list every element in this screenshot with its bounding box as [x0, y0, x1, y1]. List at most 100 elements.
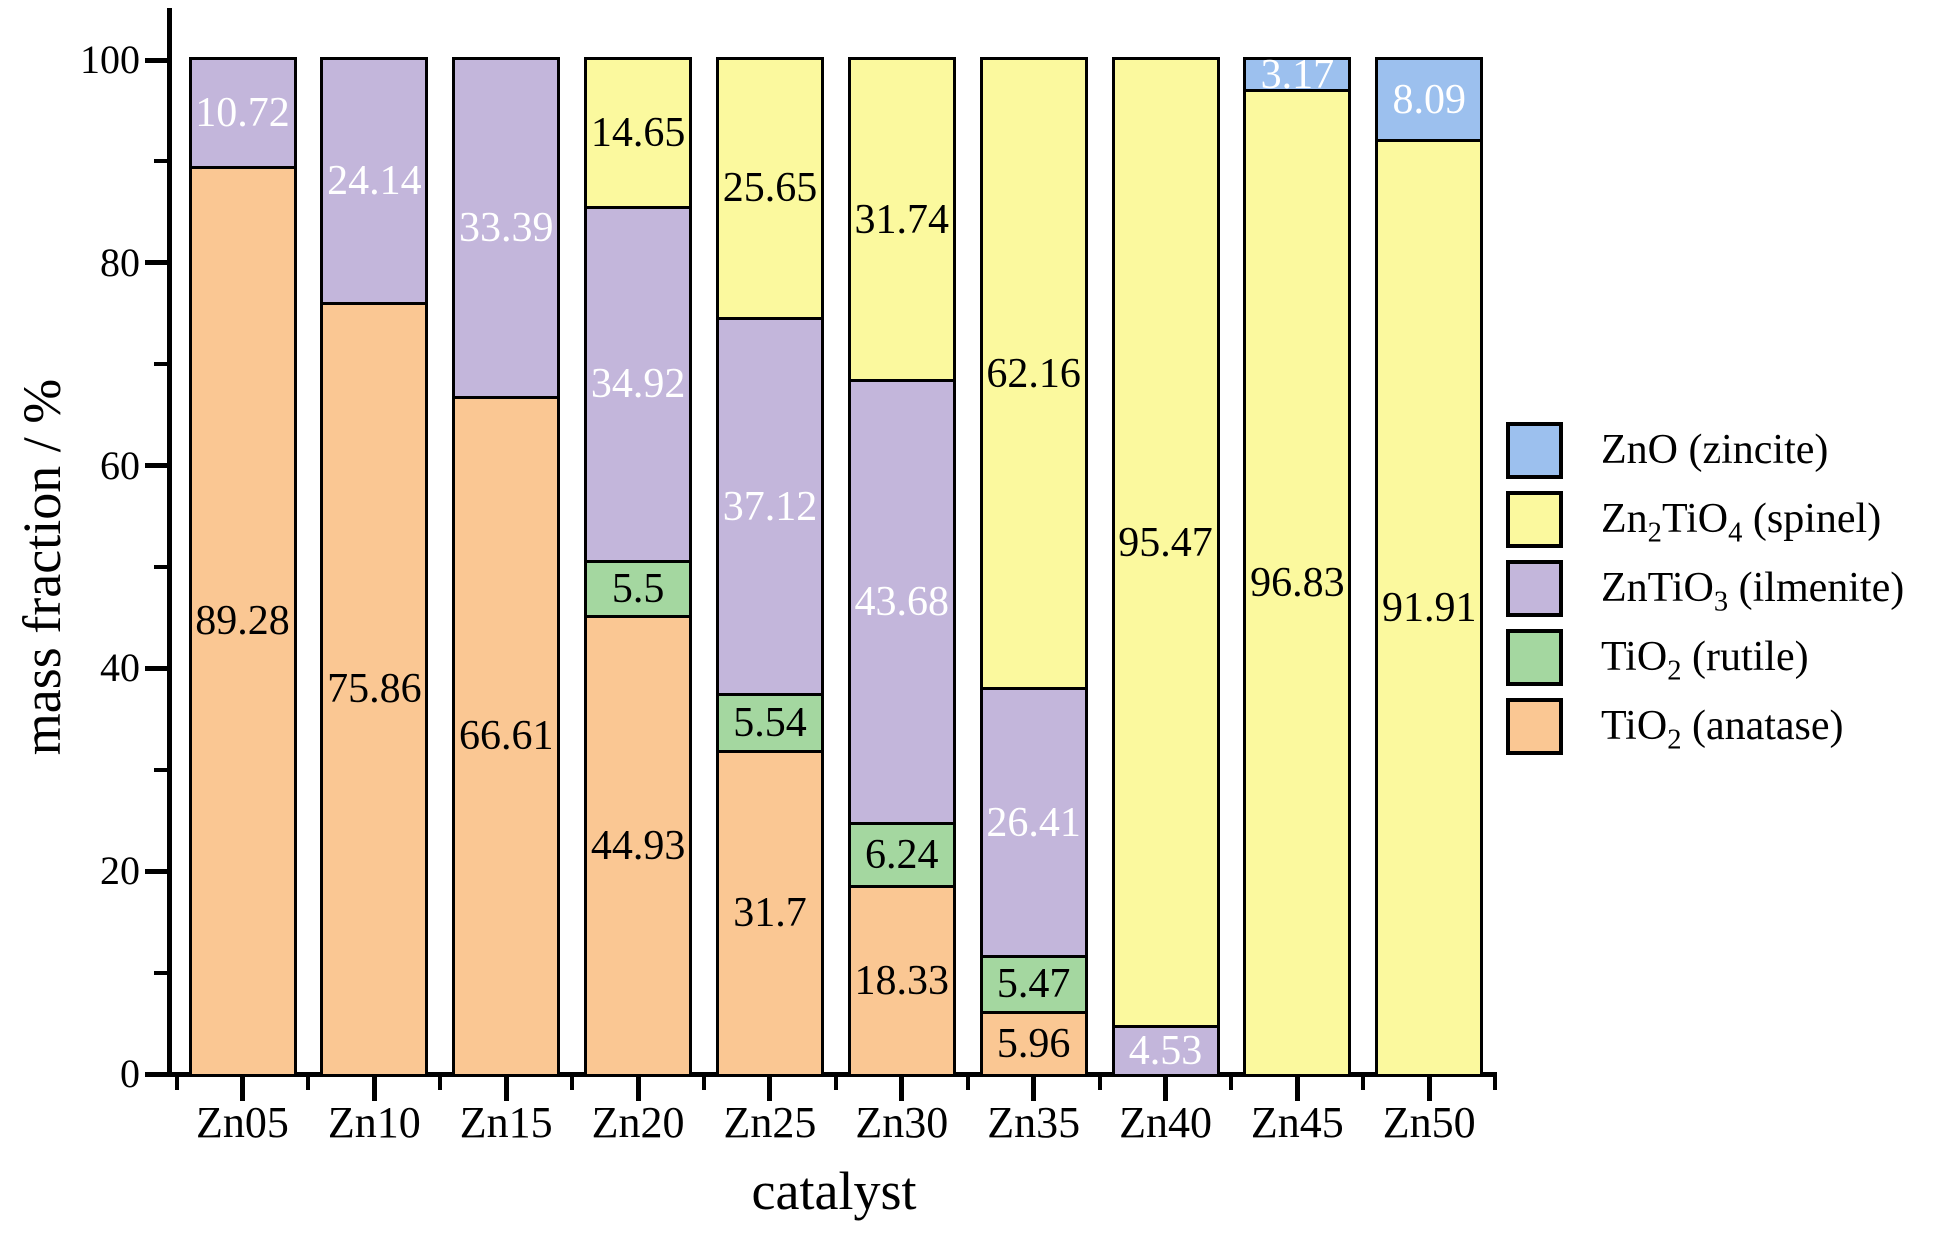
- y-minor-tick: [154, 767, 167, 772]
- bar-value-label: 89.28: [195, 598, 290, 645]
- y-major-tick: [145, 57, 167, 63]
- bar-segment-zn30-spinel: 31.74: [850, 60, 953, 382]
- bar-zn30: 18.33 6.24 43.68 31.74: [847, 57, 956, 1077]
- bar-value-label: 4.53: [1128, 1028, 1203, 1075]
- bar-value-label: 33.39: [458, 204, 554, 251]
- y-minor-tick: [154, 565, 167, 569]
- bar-value-label: 3.17: [1260, 51, 1335, 98]
- bar-value-label: 14.65: [590, 109, 686, 156]
- legend-label-anatase: TiO2 (anatase): [1601, 703, 1844, 756]
- x-major-tick: [1031, 1077, 1037, 1101]
- bar-value-label: 5.47: [996, 961, 1071, 1008]
- legend-item-rutile: TiO2 (rutile): [1506, 629, 1904, 686]
- bar-segment-zn10-ilmenite: 24.14: [323, 60, 426, 305]
- y-minor-tick: [154, 159, 167, 164]
- bar-segment-zn05-anatase: 89.28: [191, 168, 294, 1074]
- bar-segment-zn30-rutile: 6.24: [850, 824, 953, 889]
- x-category-label-zn15: Zn15: [459, 1098, 553, 1147]
- bar-value-label: 37.12: [722, 483, 818, 530]
- legend-swatch-spinel: [1506, 491, 1563, 548]
- bar-zn20: 44.93 5.5 34.92 14.65: [584, 57, 693, 1077]
- x-axis-spine: [167, 1072, 1497, 1077]
- legend-swatch-zincite: [1506, 422, 1563, 479]
- bar-segment-zn40-ilmenite: 4.53: [1114, 1028, 1217, 1075]
- bar-segment-zn35-anatase: 5.96: [982, 1013, 1085, 1074]
- bar-segment-zn10-anatase: 75.86: [323, 304, 426, 1074]
- y-tick-label: 60: [100, 442, 140, 488]
- y-tick-label: 20: [100, 848, 140, 894]
- x-major-tick: [371, 1077, 377, 1101]
- bar-value-label: 34.92: [590, 361, 686, 408]
- legend-swatch-anatase: [1506, 698, 1563, 755]
- x-major-tick: [240, 1077, 245, 1101]
- y-axis-title: mass fraction / %: [12, 378, 72, 756]
- y-major-tick: [145, 868, 167, 874]
- bar-segment-zn20-ilmenite: 34.92: [587, 208, 690, 563]
- x-category-label-zn20: Zn20: [591, 1098, 685, 1147]
- y-major-tick: [145, 260, 167, 266]
- x-major-tick: [767, 1077, 773, 1101]
- y-tick-label: 100: [80, 37, 140, 82]
- bar-segment-zn25-spinel: 25.65: [718, 59, 821, 320]
- bar-zn35: 5.96 5.47 26.41 62.16: [979, 57, 1088, 1077]
- bar-segment-zn25-anatase: 31.7: [718, 752, 821, 1074]
- bar-value-label: 5.54: [733, 699, 807, 746]
- x-minor-tick: [965, 1077, 970, 1090]
- legend-label-rutile: TiO2 (rutile): [1601, 634, 1809, 687]
- bar-value-label: 44.93: [590, 823, 686, 870]
- bar-segment-zn15-ilmenite: 33.39: [455, 60, 558, 399]
- x-major-tick: [1426, 1077, 1432, 1101]
- x-minor-tick: [1229, 1077, 1234, 1090]
- bar-value-label: 6.24: [865, 831, 939, 878]
- x-minor-tick: [306, 1077, 311, 1090]
- x-major-tick: [1163, 1077, 1169, 1101]
- x-category-label-zn05: Zn05: [196, 1098, 289, 1147]
- x-minor-tick: [570, 1077, 575, 1090]
- y-minor-tick: [154, 970, 167, 975]
- x-minor-tick: [833, 1077, 838, 1090]
- x-major-tick: [635, 1077, 641, 1101]
- bar-segment-zn45-zincite: 3.17: [1246, 54, 1349, 96]
- bar-segment-zn30-ilmenite: 43.68: [850, 381, 953, 825]
- bar-value-label: 43.68: [854, 578, 950, 625]
- bar-value-label: 24.14: [327, 157, 422, 204]
- legend-item-ilmenite: ZnTiO3 (ilmenite): [1506, 560, 1904, 617]
- y-tick-label: 40: [100, 645, 140, 691]
- legend-item-anatase: TiO2 (anatase): [1506, 698, 1904, 755]
- bar-value-label: 8.09: [1392, 76, 1466, 123]
- bar-zn15: 66.61 33.39: [452, 57, 561, 1077]
- bar-value-label: 95.47: [1118, 519, 1213, 566]
- x-minor-tick: [438, 1077, 443, 1090]
- x-major-tick: [503, 1077, 509, 1101]
- x-minor-tick: [1097, 1077, 1102, 1090]
- bar-segment-zn35-rutile: 5.47: [982, 958, 1085, 1014]
- bar-value-label: 5.96: [996, 1020, 1071, 1067]
- bar-segment-zn20-spinel: 14.65: [587, 60, 690, 209]
- x-minor-tick: [1493, 1077, 1498, 1090]
- y-minor-tick: [154, 362, 167, 367]
- x-category-label-zn40: Zn40: [1119, 1098, 1212, 1147]
- legend-item-zincite: ZnO (zincite): [1506, 422, 1904, 479]
- y-tick-label: 0: [120, 1051, 140, 1096]
- x-minor-tick: [1361, 1077, 1366, 1090]
- legend-swatch-rutile: [1506, 629, 1563, 686]
- bar-value-label: 62.16: [986, 350, 1081, 397]
- bar-segment-zn20-anatase: 44.93: [587, 618, 690, 1074]
- legend-swatch-ilmenite: [1506, 560, 1563, 617]
- x-minor-tick: [702, 1077, 706, 1090]
- bar-segment-zn35-ilmenite: 26.41: [982, 690, 1085, 959]
- bar-segment-zn30-anatase: 18.33: [850, 888, 953, 1074]
- bar-value-label: 91.91: [1381, 585, 1477, 632]
- legend-label-spinel: Zn2TiO4 (spinel): [1601, 496, 1882, 549]
- bar-segment-zn45-spinel: 96.83: [1246, 92, 1349, 1074]
- x-major-tick: [1294, 1077, 1300, 1101]
- bar-segment-zn05-ilmenite: 10.72: [191, 60, 294, 169]
- x-category-label-zn30: Zn30: [855, 1098, 949, 1147]
- bar-zn25: 31.7 5.54 37.12 25.65: [715, 56, 824, 1077]
- y-tick-label: 80: [100, 239, 140, 285]
- bar-value-label: 18.33: [854, 958, 950, 1005]
- x-category-label-zn10: Zn10: [327, 1098, 421, 1147]
- legend-label-ilmenite: ZnTiO3 (ilmenite): [1601, 565, 1905, 618]
- bar-zn10: 75.86 24.14: [320, 57, 429, 1077]
